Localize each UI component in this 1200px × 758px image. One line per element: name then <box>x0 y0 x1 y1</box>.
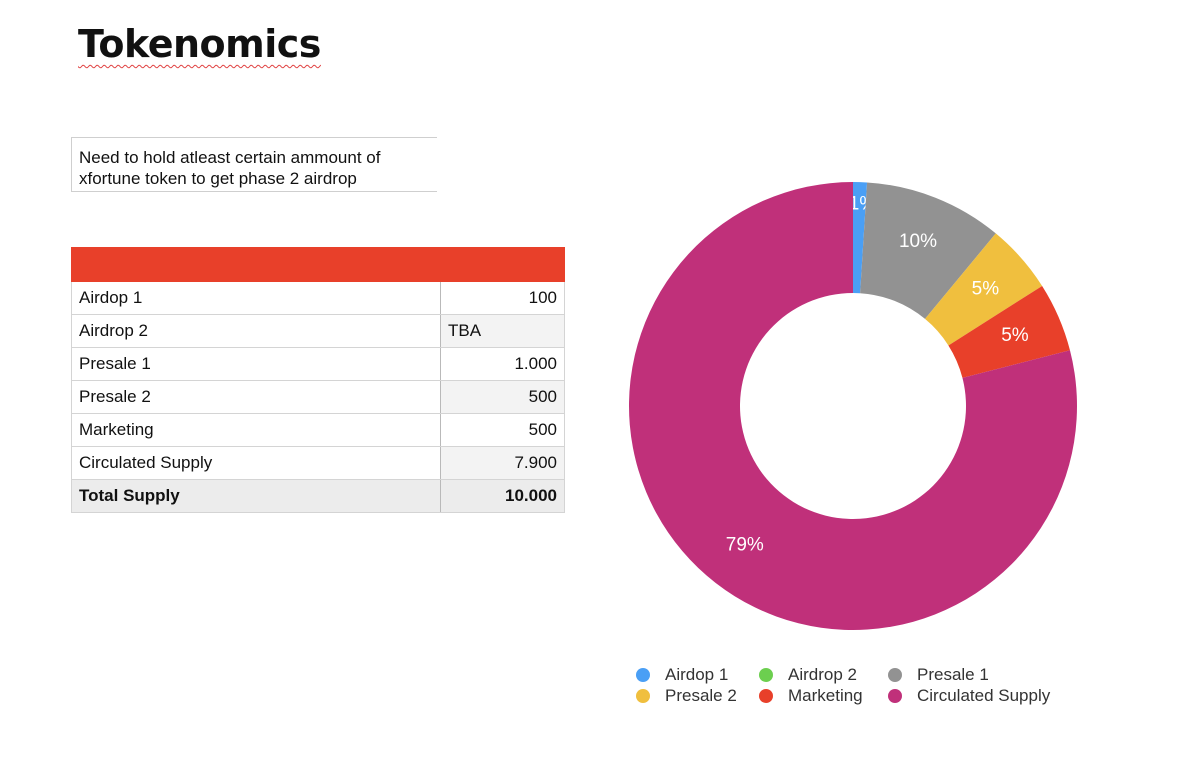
legend-item: Circulated Supply <box>888 686 1068 706</box>
legend-label: Airdrop 2 <box>788 665 857 684</box>
total-label: Total Supply <box>71 479 441 513</box>
table-row: Circulated Supply 7.900 <box>71 446 565 480</box>
row-value: 500 <box>440 413 565 447</box>
row-label: Presale 2 <box>71 380 441 414</box>
table-row: Airdop 1 100 <box>71 281 565 315</box>
row-value: 500 <box>440 380 565 414</box>
slice-label: 10% <box>899 231 937 252</box>
legend-item: Marketing <box>759 686 888 706</box>
table-row: Presale 1 1.000 <box>71 347 565 381</box>
legend-label: Circulated Supply <box>917 686 1051 705</box>
legend-dot-icon <box>759 689 773 703</box>
slice-label: 5% <box>1001 325 1029 346</box>
slice-label: 5% <box>972 278 1000 299</box>
slice-label: 79% <box>726 534 764 555</box>
tokenomics-table: Airdop 1 100 Airdrop 2 TBA Presale 1 1.0… <box>71 247 565 513</box>
row-label: Airdop 1 <box>71 281 441 315</box>
legend-label: Presale 1 <box>917 665 989 684</box>
legend-dot-icon <box>888 689 902 703</box>
row-value: TBA <box>440 314 565 348</box>
note-text: Need to hold atleast certain ammount of … <box>71 137 437 192</box>
row-label: Airdrop 2 <box>71 314 441 348</box>
legend-label: Airdop 1 <box>665 665 729 684</box>
slice-presale-2 <box>925 233 1043 346</box>
row-value: 100 <box>440 281 565 315</box>
legend-item: Airdop 1 <box>636 665 759 685</box>
table-row: Marketing 500 <box>71 413 565 447</box>
slice-circulated-supply <box>629 182 1077 630</box>
donut-chart: 1%10%5%5%79% <box>629 182 1077 630</box>
legend-item: Presale 2 <box>636 686 759 706</box>
legend-dot-icon <box>759 668 773 682</box>
row-label: Circulated Supply <box>71 446 441 480</box>
legend-dot-icon <box>636 668 650 682</box>
slice-marketing <box>948 285 1070 378</box>
slice-airdop-1 <box>853 182 868 294</box>
total-value: 10.000 <box>440 479 565 513</box>
legend-label: Presale 2 <box>665 686 737 705</box>
legend-item: Presale 1 <box>888 665 1068 685</box>
legend-dot-icon <box>888 668 902 682</box>
row-value: 7.900 <box>440 446 565 480</box>
slice-presale-1 <box>860 182 996 319</box>
row-label: Presale 1 <box>71 347 441 381</box>
row-label: Marketing <box>71 413 441 447</box>
table-row: Airdrop 2 TBA <box>71 314 565 348</box>
legend-label: Marketing <box>788 686 863 705</box>
row-value: 1.000 <box>440 347 565 381</box>
legend-dot-icon <box>636 689 650 703</box>
chart-legend: Airdop 1 Airdrop 2 Presale 1 Presale 2 M… <box>636 665 1076 706</box>
page-title: Tokenomics <box>78 22 321 66</box>
legend-item: Airdrop 2 <box>759 665 888 685</box>
table-total-row: Total Supply 10.000 <box>71 479 565 513</box>
table-header-bar <box>71 247 565 282</box>
table-row: Presale 2 500 <box>71 380 565 414</box>
